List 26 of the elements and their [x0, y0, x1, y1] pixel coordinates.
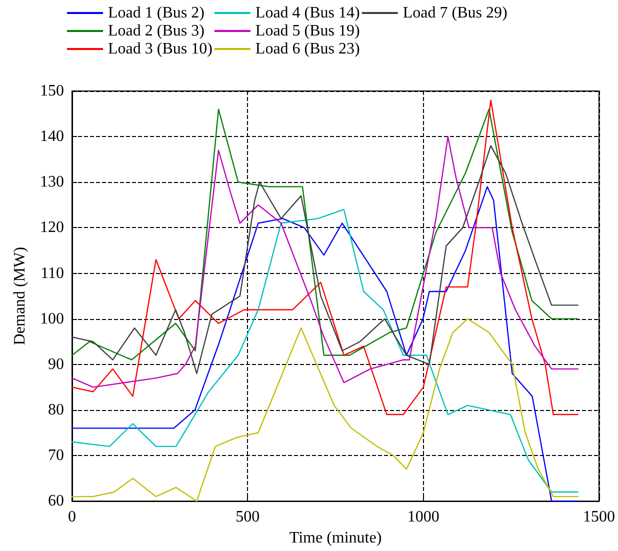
- line-series: [71, 100, 579, 416]
- y-tick-label: 130: [40, 174, 64, 191]
- y-tick-label: 80: [48, 401, 64, 418]
- y-tick-label: 90: [48, 356, 64, 373]
- y-tick-label: 70: [48, 447, 64, 464]
- line-series: [71, 108, 579, 360]
- legend-label: Load 1 (Bus 2): [108, 4, 204, 22]
- y-axis-title: Demand (MW): [12, 246, 28, 346]
- y-tick-label: 60: [48, 492, 64, 510]
- legend-label: Load 5 (Bus 19): [255, 22, 360, 40]
- y-tick-label: 110: [40, 264, 64, 282]
- x-tick-label: 0: [68, 508, 76, 526]
- y-tick-label: 150: [40, 82, 64, 100]
- line-series: [71, 318, 579, 502]
- y-tick-label: 120: [40, 219, 64, 236]
- legend-label: Load 7 (Bus 29): [402, 4, 508, 22]
- legend-label: Load 2 (Bus 3): [108, 22, 204, 40]
- x-tick-label: 500: [236, 508, 260, 526]
- x-tick-label: 1500: [583, 508, 615, 526]
- x-axis-title: Time (minute): [289, 530, 382, 546]
- x-tick-label: 1000: [407, 508, 440, 526]
- y-tick-label: 100: [40, 310, 64, 328]
- legend-label: Load 6 (Bus 23): [255, 40, 360, 58]
- legend-label: Load 3 (Bus 10): [108, 40, 212, 58]
- legend-label: Load 4 (Bus 14): [255, 4, 360, 22]
- y-tick-label: 140: [40, 128, 64, 146]
